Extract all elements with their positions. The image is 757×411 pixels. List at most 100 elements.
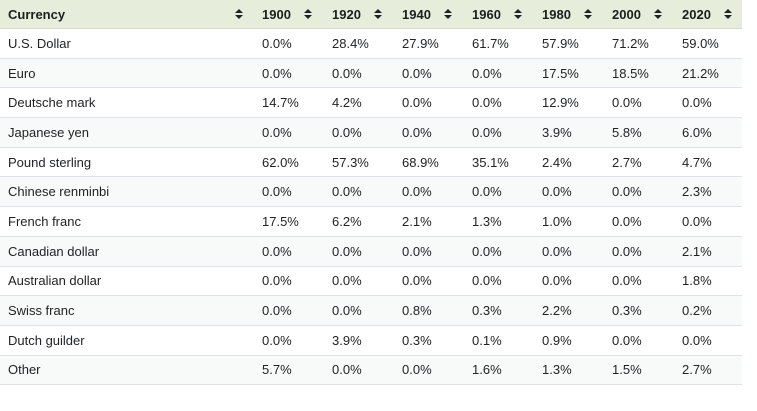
value-cell: 1.6% <box>462 355 532 386</box>
sort-down-triangle <box>235 15 243 19</box>
value-cell: 4.7% <box>672 147 742 178</box>
table-body: U.S. Dollar 0.0% 28.4% 27.9% 61.7% 57.9% 71.2%… <box>0 28 742 386</box>
value-cell: 0.0% <box>462 58 532 89</box>
value-cell: 5.8% <box>602 117 672 148</box>
value-cell: 1.3% <box>532 355 602 386</box>
sort-arrows-icon[interactable] <box>374 9 382 19</box>
value-cell: 2.2% <box>532 295 602 326</box>
sort-down-triangle <box>724 15 732 19</box>
value-cell: 0.0% <box>322 355 392 386</box>
table-row: Pound sterling 62.0% 57.3% 68.9% 35.1% 2.4% 2.… <box>0 147 742 178</box>
sort-up-triangle <box>444 9 452 13</box>
value-cell: 0.0% <box>602 325 672 356</box>
value-cell: 0.9% <box>532 325 602 356</box>
table-row: Australian dollar 0.0% 0.0% 0.0% 0.0% 0.0% 0.0… <box>0 266 742 297</box>
column-header-2000[interactable]: 2000 <box>602 0 672 29</box>
sort-arrows-icon[interactable] <box>514 9 522 19</box>
value-cell: 18.5% <box>602 58 672 89</box>
value-cell: 21.2% <box>672 58 742 89</box>
value-cell: 0.0% <box>252 236 322 267</box>
value-cell: 0.0% <box>392 87 462 119</box>
value-cell: 0.0% <box>462 266 532 297</box>
value-cell: 0.0% <box>602 176 672 208</box>
value-cell: 2.7% <box>602 147 672 178</box>
sort-up-triangle <box>374 9 382 13</box>
value-cell: 2.3% <box>672 176 742 208</box>
value-cell: 17.5% <box>252 206 322 237</box>
value-cell: 0.0% <box>322 117 392 148</box>
value-cell: 1.8% <box>672 266 742 297</box>
value-cell: 59.0% <box>672 28 742 59</box>
table-row: U.S. Dollar 0.0% 28.4% 27.9% 61.7% 57.9% 71.2%… <box>0 28 742 59</box>
value-cell: 0.0% <box>602 236 672 267</box>
value-cell: 2.1% <box>392 206 462 237</box>
value-cell: 0.0% <box>392 355 462 386</box>
column-header-label: 1920 <box>332 6 361 22</box>
sort-up-triangle <box>514 9 522 13</box>
column-header-1980[interactable]: 1980 <box>532 0 602 29</box>
sort-arrows-icon[interactable] <box>584 9 592 19</box>
value-cell: 0.0% <box>252 28 322 59</box>
column-header-1900[interactable]: 1900 <box>252 0 322 29</box>
column-header-label: 1940 <box>402 6 431 22</box>
value-cell: 14.7% <box>252 87 322 119</box>
table-row: Canadian dollar 0.0% 0.0% 0.0% 0.0% 0.0% 0.0% 2… <box>0 236 742 267</box>
value-cell: 2.1% <box>672 236 742 267</box>
currency-name-cell: Other <box>0 355 252 386</box>
sort-arrows-icon[interactable] <box>304 9 312 19</box>
sort-down-triangle <box>654 15 662 19</box>
value-cell: 0.0% <box>462 176 532 208</box>
sort-arrows-icon[interactable] <box>235 9 243 19</box>
value-cell: 12.9% <box>532 87 602 119</box>
currency-reserves-table: Currency 1900 1920 1940 1960 1980 2000 2020 U.… <box>0 0 742 386</box>
value-cell: 0.0% <box>672 325 742 356</box>
value-cell: 0.0% <box>322 295 392 326</box>
value-cell: 35.1% <box>462 147 532 178</box>
table-row: French franc 17.5% 6.2% 2.1% 1.3% 1.0% 0.0% 0.0… <box>0 206 742 237</box>
value-cell: 0.0% <box>532 236 602 267</box>
table-row: Euro 0.0% 0.0% 0.0% 0.0% 17.5% 18.5% 21.2% <box>0 58 742 89</box>
sort-arrows-icon[interactable] <box>654 9 662 19</box>
value-cell: 5.7% <box>252 355 322 386</box>
sort-down-triangle <box>514 15 522 19</box>
table-row: Dutch guilder 0.0% 3.9% 0.3% 0.1% 0.9% 0.0% 0.0… <box>0 325 742 356</box>
sort-down-triangle <box>444 15 452 19</box>
value-cell: 0.0% <box>252 325 322 356</box>
currency-name-cell: French franc <box>0 206 252 237</box>
currency-name-cell: Euro <box>0 58 252 89</box>
value-cell: 1.5% <box>602 355 672 386</box>
sort-up-triangle <box>654 9 662 13</box>
value-cell: 2.7% <box>672 355 742 386</box>
currency-name-cell: Chinese renminbi <box>0 176 252 208</box>
value-cell: 0.0% <box>252 295 322 326</box>
column-header-label: 2000 <box>612 6 641 22</box>
sort-up-triangle <box>235 9 243 13</box>
column-header-1940[interactable]: 1940 <box>392 0 462 29</box>
currency-name-cell: Japanese yen <box>0 117 252 148</box>
table-row: Japanese yen 0.0% 0.0% 0.0% 0.0% 3.9% 5.8% 6.0% <box>0 117 742 148</box>
column-header-2020[interactable]: 2020 <box>672 0 742 29</box>
value-cell: 57.3% <box>322 147 392 178</box>
column-header-currency[interactable]: Currency <box>0 0 252 29</box>
sort-up-triangle <box>304 9 312 13</box>
value-cell: 0.0% <box>252 176 322 208</box>
header-row: Currency 1900 1920 1940 1960 1980 2000 2020 <box>0 0 742 29</box>
column-header-label: 1960 <box>472 6 501 22</box>
value-cell: 2.4% <box>532 147 602 178</box>
column-header-label: 1900 <box>262 6 291 22</box>
value-cell: 0.0% <box>322 266 392 297</box>
table-row: Swiss franc 0.0% 0.0% 0.8% 0.3% 2.2% 0.3% 0.2% <box>0 295 742 326</box>
sort-down-triangle <box>304 15 312 19</box>
sort-arrows-icon[interactable] <box>444 9 452 19</box>
value-cell: 57.9% <box>532 28 602 59</box>
value-cell: 62.0% <box>252 147 322 178</box>
currency-name-cell: Australian dollar <box>0 266 252 297</box>
column-header-1960[interactable]: 1960 <box>462 0 532 29</box>
value-cell: 0.3% <box>392 325 462 356</box>
column-header-1920[interactable]: 1920 <box>322 0 392 29</box>
column-header-label: 2020 <box>682 6 711 22</box>
value-cell: 71.2% <box>602 28 672 59</box>
sort-arrows-icon[interactable] <box>724 9 732 19</box>
value-cell: 68.9% <box>392 147 462 178</box>
sort-down-triangle <box>374 15 382 19</box>
